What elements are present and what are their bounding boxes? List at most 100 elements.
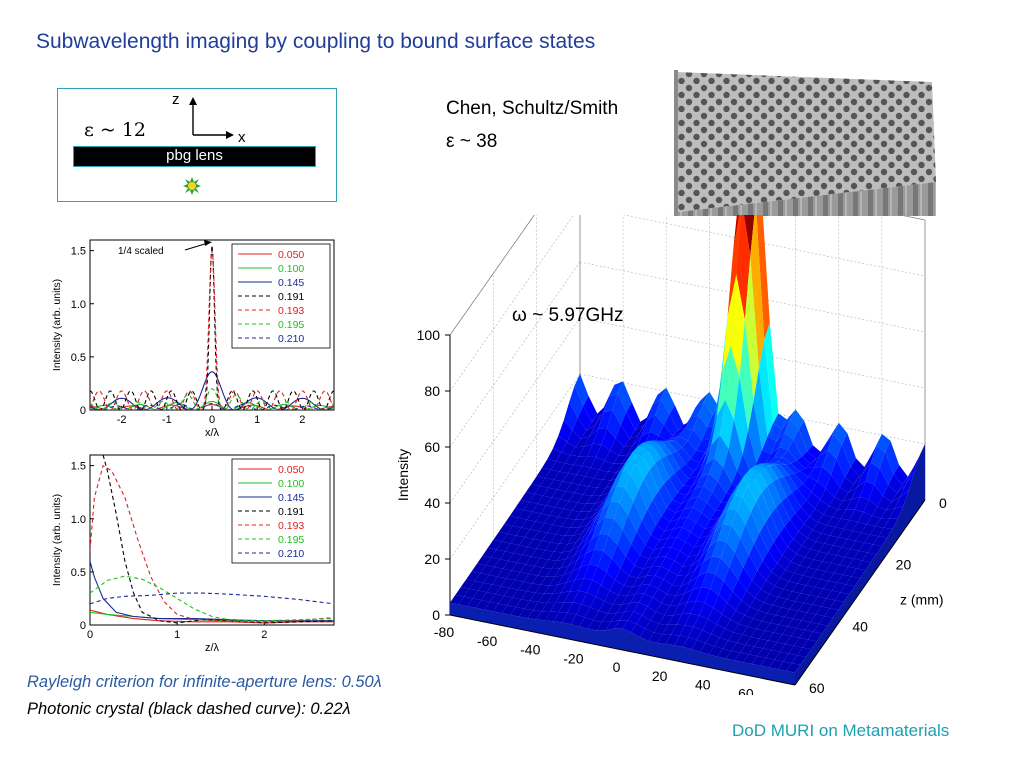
surface-patch <box>648 547 663 560</box>
surface-patch <box>717 467 732 494</box>
axis-x-label: x <box>238 129 246 146</box>
surface-patch <box>672 575 687 587</box>
surface-patch <box>634 555 649 569</box>
x-axis-label: x/λ <box>205 427 220 439</box>
surface-patch <box>783 581 798 592</box>
surface-patch <box>819 433 834 457</box>
surface-patch <box>641 414 656 437</box>
surface-patch <box>696 630 711 644</box>
surface-patch <box>741 590 756 607</box>
surface-patch <box>509 508 524 518</box>
surface-patch <box>708 646 723 657</box>
surface-patch <box>794 565 809 576</box>
surface-patch <box>848 558 863 569</box>
x-tick-label: -40 <box>520 642 540 658</box>
surface-patch <box>807 445 822 459</box>
surface-patch <box>779 432 794 450</box>
surface-patch <box>840 509 855 521</box>
surface-patch <box>774 447 788 458</box>
surface-patch <box>651 556 666 567</box>
surface-patch <box>625 544 640 566</box>
surface-patch <box>760 462 775 466</box>
surface-patch <box>761 613 776 623</box>
surface-patch <box>737 496 752 525</box>
surface-patch <box>545 469 560 480</box>
surface-patch <box>506 570 521 581</box>
surface-patch <box>697 534 712 556</box>
surface-patch <box>592 428 607 445</box>
surface-patch <box>686 477 701 496</box>
surface-patch <box>580 549 595 567</box>
surface-patch <box>624 474 639 502</box>
surface-patch <box>664 518 679 531</box>
surface-patch <box>621 461 636 475</box>
surface-patch <box>576 525 591 542</box>
surface-patch <box>764 465 779 482</box>
surface-patch <box>714 508 729 533</box>
surface-patch <box>804 516 819 531</box>
surface-patch <box>529 494 544 504</box>
surface-patch <box>621 594 636 605</box>
surface-patch <box>824 535 839 546</box>
surface-patch <box>591 405 606 422</box>
surface-patch <box>638 442 652 448</box>
surface-patch <box>495 586 510 596</box>
reference-authors: Chen, Schultz/Smith <box>446 98 619 119</box>
surface-patch <box>703 473 718 493</box>
z-tick-label: 0 <box>939 495 947 511</box>
surface-patch <box>771 563 786 578</box>
surface-patch <box>697 445 712 477</box>
series-line-0.193 <box>90 464 334 623</box>
surface-patch <box>676 613 691 626</box>
series-line-0.195 <box>90 388 334 410</box>
surface-patch <box>743 654 758 664</box>
surface-patch <box>632 420 647 446</box>
surface-patch <box>657 634 671 644</box>
axis-z-label: z <box>172 91 180 108</box>
surface-patch <box>567 602 582 615</box>
intensity-tick-label: 40 <box>424 495 440 511</box>
surface-patch <box>596 444 611 461</box>
surface-patch <box>578 516 593 528</box>
surface-patch <box>547 524 562 535</box>
surface-patch <box>734 376 749 454</box>
surface-patch <box>780 464 795 476</box>
legend-label: 0.195 <box>278 319 304 331</box>
surface-patch <box>579 523 594 546</box>
surface-patch <box>543 584 558 594</box>
surface-patch <box>606 558 621 580</box>
surface-patch <box>530 521 545 532</box>
surface-patch <box>839 477 854 493</box>
legend-label: 0.050 <box>278 464 304 476</box>
surface-patch <box>475 600 490 610</box>
surface-patch <box>646 398 661 421</box>
surface-patch <box>699 602 714 620</box>
intensity-tick-label: 60 <box>424 439 440 455</box>
surface-patch <box>673 517 688 529</box>
surface-patch <box>728 632 743 643</box>
surface-patch <box>756 492 771 524</box>
surface-patch <box>752 570 767 590</box>
x-tick-label: -60 <box>477 633 497 649</box>
surface-patch <box>607 463 622 473</box>
surface-patch <box>659 615 674 625</box>
slide-title: Subwavelength imaging by coupling to bou… <box>36 30 596 53</box>
x-tick-label: 0 <box>613 659 621 675</box>
surface-patch <box>577 405 592 431</box>
surface-patch <box>555 591 570 603</box>
surface-patch <box>658 484 673 508</box>
surface-patch <box>770 507 785 535</box>
surface-patch <box>821 525 836 536</box>
surface-patch <box>781 497 796 520</box>
surface-patch <box>695 391 710 408</box>
surface-patch <box>784 519 799 539</box>
surface-patch <box>645 534 660 550</box>
surface-patch <box>786 492 801 514</box>
surface-patch <box>544 611 559 622</box>
surface-patch <box>622 620 637 633</box>
surface-patch <box>597 551 612 573</box>
surface-patch <box>712 481 727 503</box>
annotation-arrowhead <box>204 240 212 246</box>
surface-patch <box>702 523 717 546</box>
surface-patch <box>739 319 754 431</box>
